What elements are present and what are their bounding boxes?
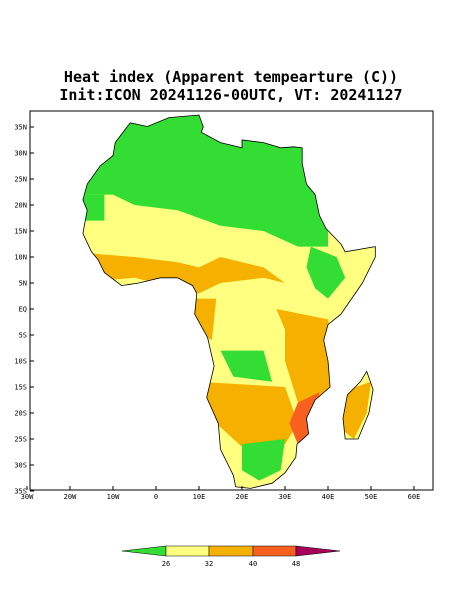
zone <box>82 115 328 247</box>
colorbar-segment <box>165 545 210 557</box>
lon-label: 60E <box>408 493 421 501</box>
colorbar-segment <box>295 545 341 557</box>
lon-label: 10E <box>193 493 206 501</box>
zone <box>199 381 298 455</box>
lat-label: 20S <box>14 410 27 418</box>
lon-label: 30W <box>21 493 34 501</box>
zone <box>82 194 105 221</box>
zone <box>82 251 285 294</box>
colorbar: 26 32 40 48 <box>121 545 341 568</box>
lat-label: 30S <box>14 462 27 470</box>
lat-label: 30N <box>14 150 27 158</box>
colorbar-segment <box>208 545 254 557</box>
lat-label: 10N <box>14 254 27 262</box>
lat-label: 15N <box>14 228 27 236</box>
map-subtitle: Init:ICON 20241126-00UTC, VT: 20241127 <box>59 86 402 104</box>
lon-label: 0 <box>154 493 158 501</box>
zone <box>306 246 346 299</box>
zone <box>242 439 285 481</box>
zone <box>340 381 371 439</box>
zone <box>220 350 273 382</box>
lon-label: 10W <box>107 493 120 501</box>
colorbar-label: 48 <box>292 560 300 568</box>
colorbar-label: 40 <box>249 560 257 568</box>
map-title: Heat index (Apparent tempearture (C)) <box>64 68 398 86</box>
coastline <box>82 114 376 489</box>
lat-label: 5N <box>19 280 27 288</box>
lon-label: 40E <box>322 493 335 501</box>
colorbar-segment <box>121 545 167 557</box>
lat-label: 5S <box>19 332 27 340</box>
axis: 35N 30N 25N 20N 15N 10N 5N EQ 5S 10S 15S 20S 25S 30S 3… <box>14 124 420 502</box>
lon-label: 20W <box>64 493 77 501</box>
lat-label: EQ <box>19 306 27 314</box>
lat-label: 35S <box>14 488 27 496</box>
lat-label: 10S <box>14 358 27 366</box>
colorbar-label: 26 <box>162 560 170 568</box>
colorbar-segment <box>252 545 297 557</box>
lat-label: 25N <box>14 176 27 184</box>
zone <box>289 392 320 445</box>
lat-label: 25S <box>14 436 27 444</box>
coastline <box>82 114 376 489</box>
zone <box>276 309 337 403</box>
lon-label: 30E <box>279 493 292 501</box>
lat-label: 15S <box>14 384 27 392</box>
lon-label: 50E <box>365 493 378 501</box>
colorbar-label: 32 <box>205 560 213 568</box>
coastline <box>342 370 374 440</box>
lon-label: 20E <box>236 493 249 501</box>
lat-label: 20N <box>14 202 27 210</box>
lat-label: 35N <box>14 124 27 132</box>
